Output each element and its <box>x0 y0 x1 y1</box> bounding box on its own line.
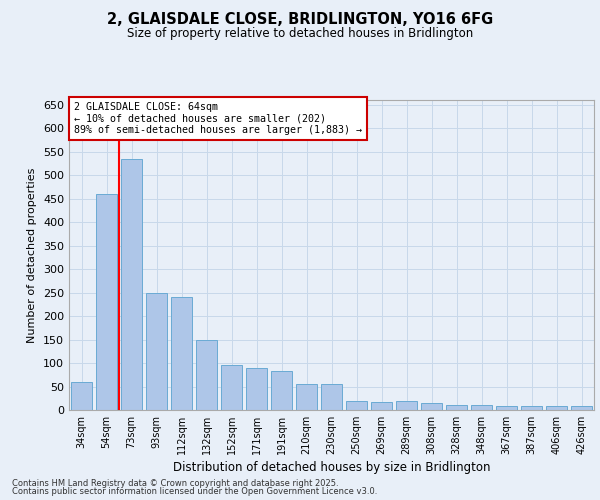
Bar <box>171 298 192 410</box>
Bar <box>521 406 542 410</box>
Y-axis label: Number of detached properties: Number of detached properties <box>28 168 37 342</box>
Bar <box>371 402 392 410</box>
Bar <box>271 371 292 410</box>
X-axis label: Distribution of detached houses by size in Bridlington: Distribution of detached houses by size … <box>173 461 490 474</box>
Text: Contains public sector information licensed under the Open Government Licence v3: Contains public sector information licen… <box>12 487 377 496</box>
Text: Size of property relative to detached houses in Bridlington: Size of property relative to detached ho… <box>127 28 473 40</box>
Bar <box>546 406 567 410</box>
Bar <box>146 292 167 410</box>
Bar <box>71 382 92 410</box>
Bar <box>446 406 467 410</box>
Bar <box>346 400 367 410</box>
Bar <box>421 403 442 410</box>
Bar <box>246 368 267 410</box>
Bar <box>471 406 492 410</box>
Bar <box>121 158 142 410</box>
Bar <box>396 400 417 410</box>
Bar <box>196 340 217 410</box>
Bar <box>96 194 117 410</box>
Text: 2, GLAISDALE CLOSE, BRIDLINGTON, YO16 6FG: 2, GLAISDALE CLOSE, BRIDLINGTON, YO16 6F… <box>107 12 493 28</box>
Bar <box>321 384 342 410</box>
Bar <box>221 366 242 410</box>
Text: Contains HM Land Registry data © Crown copyright and database right 2025.: Contains HM Land Registry data © Crown c… <box>12 478 338 488</box>
Text: 2 GLAISDALE CLOSE: 64sqm
← 10% of detached houses are smaller (202)
89% of semi-: 2 GLAISDALE CLOSE: 64sqm ← 10% of detach… <box>74 102 362 134</box>
Bar <box>296 384 317 410</box>
Bar <box>571 406 592 410</box>
Bar <box>496 406 517 410</box>
